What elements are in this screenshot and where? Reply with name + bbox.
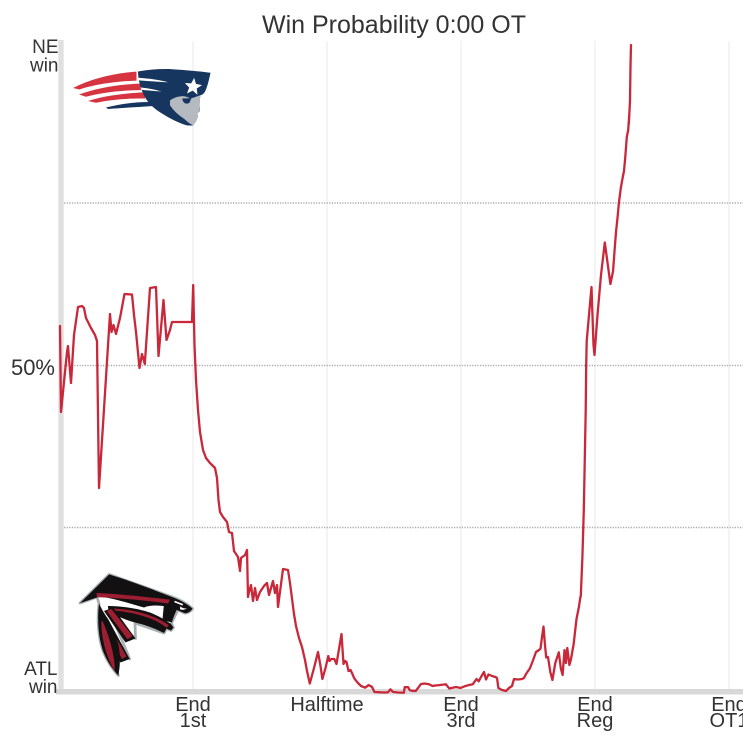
svg-text:1st: 1st [180, 710, 207, 732]
svg-text:ATL: ATL [24, 659, 57, 680]
svg-text:win: win [29, 55, 59, 76]
svg-text:OT1: OT1 [710, 710, 743, 732]
svg-text:End: End [577, 694, 613, 716]
svg-text:3rd: 3rd [447, 710, 476, 732]
svg-text:50%: 50% [11, 355, 55, 380]
svg-text:Reg: Reg [577, 710, 614, 732]
svg-text:Win Probability 0:00 OT: Win Probability 0:00 OT [262, 11, 526, 39]
svg-text:End: End [443, 694, 479, 716]
svg-text:NE: NE [32, 37, 58, 58]
svg-text:win: win [28, 677, 58, 698]
svg-text:Halftime: Halftime [290, 694, 363, 716]
svg-text:End: End [711, 694, 743, 716]
svg-text:End: End [175, 694, 211, 716]
